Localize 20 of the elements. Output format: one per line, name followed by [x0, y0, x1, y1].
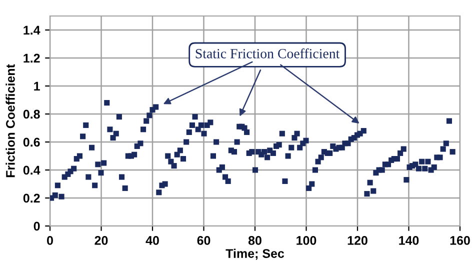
y-tick-label: 0: [34, 222, 40, 231]
x-tick-label: 60: [197, 236, 210, 245]
x-tick-label: 0: [47, 236, 53, 245]
y-tick-label: 1.4: [24, 26, 40, 35]
y-tick-label: 1.2: [24, 54, 40, 63]
x-tick-label: 120: [348, 236, 368, 245]
y-tick-label: 0.8: [23, 110, 40, 119]
y-axis-title: Friction Coefficient: [6, 64, 15, 178]
y-tick-label: 0.6: [23, 138, 40, 147]
x-tick-label: 40: [146, 236, 159, 245]
y-tick-label: 0.4: [23, 166, 40, 175]
y-tick-label: 1: [34, 82, 40, 91]
annotation: Static Friction Coefficient: [196, 48, 340, 58]
x-tick-label: 100: [296, 236, 316, 245]
y-tick-label: 0.2: [23, 194, 40, 203]
x-tick-label: 20: [94, 236, 108, 245]
x-tick-label: 160: [450, 236, 470, 245]
x-axis-title: Time; Sec: [226, 248, 284, 260]
x-tick-label: 140: [399, 236, 419, 245]
x-tick-label: 80: [248, 236, 262, 245]
